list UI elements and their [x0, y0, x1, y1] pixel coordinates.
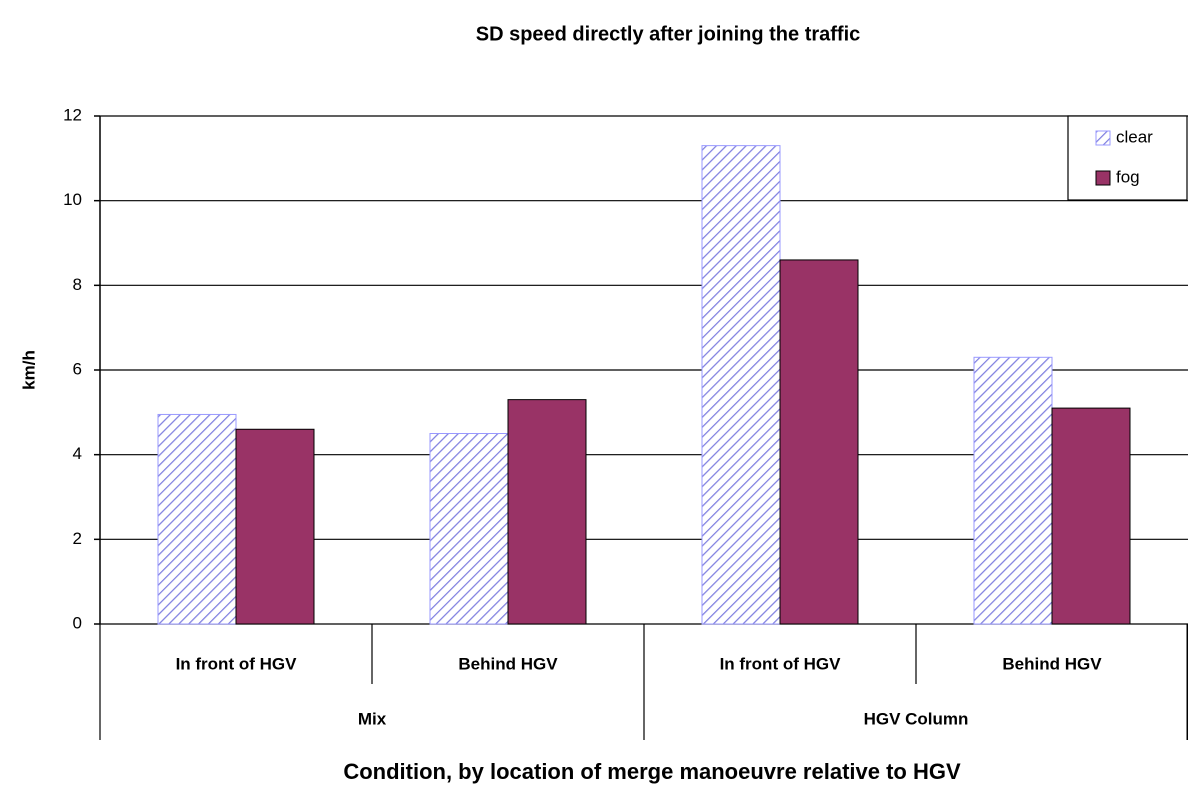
legend-box: [1067, 115, 1188, 201]
legend-label: clear: [1116, 127, 1153, 146]
bar: [157, 413, 237, 625]
x-axis-label: Condition, by location of merge manoeuvr…: [343, 759, 961, 784]
group-label: Mix: [358, 709, 387, 728]
bar: [779, 259, 859, 625]
bar: [235, 428, 315, 625]
y-tick-label: 2: [73, 529, 82, 548]
y-tick-label: 8: [73, 275, 82, 294]
bar: [701, 145, 781, 625]
x-tick-label: Behind HGV: [458, 654, 558, 673]
y-tick-label: 4: [73, 444, 82, 463]
y-axis-label: km/h: [19, 350, 38, 390]
bar: [1051, 407, 1131, 625]
x-tick-label: In front of HGV: [176, 654, 298, 673]
y-tick-label: 6: [73, 359, 82, 378]
y-tick-label: 10: [63, 190, 82, 209]
bar: [973, 356, 1053, 625]
legend-swatch: [1095, 170, 1111, 186]
bar: [429, 433, 509, 625]
legend-swatch: [1095, 130, 1111, 146]
group-label: HGV Column: [864, 709, 969, 728]
chart-title: SD speed directly after joining the traf…: [476, 23, 861, 45]
y-tick-label: 0: [73, 613, 82, 632]
bar: [507, 399, 587, 625]
y-tick-label: 12: [63, 105, 82, 124]
legend-label: fog: [1116, 167, 1140, 186]
x-tick-label: Behind HGV: [1002, 654, 1102, 673]
x-tick-label: In front of HGV: [720, 654, 842, 673]
